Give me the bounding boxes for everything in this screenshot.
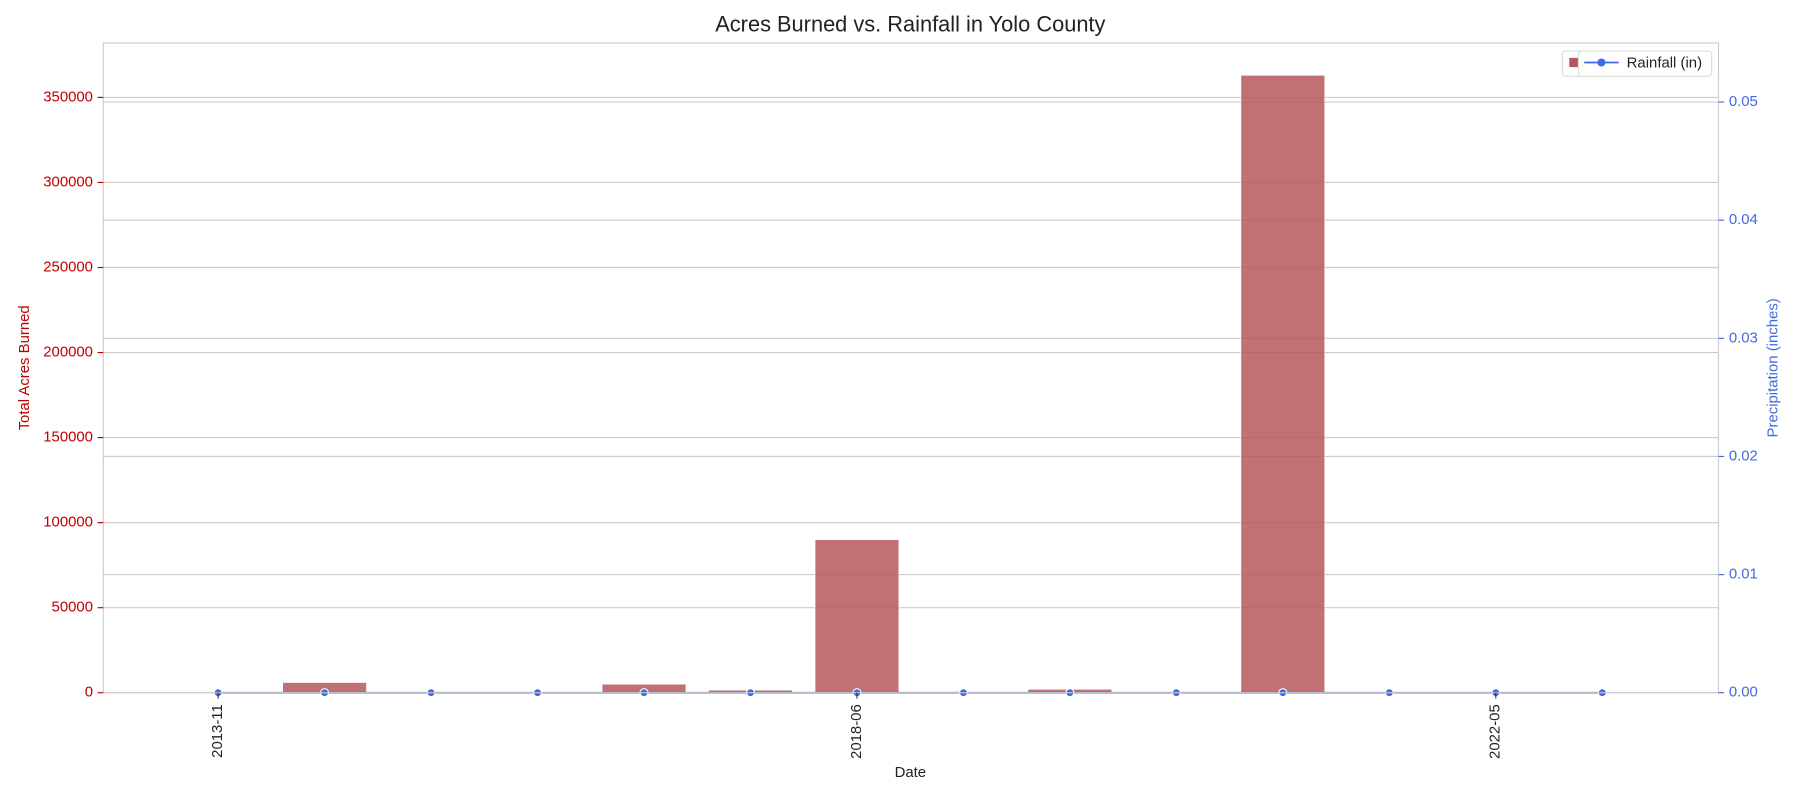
y2-tick-label: 0.04: [1729, 211, 1758, 228]
y-tick-label: 350000: [43, 88, 93, 105]
y-tick-label: 0: [85, 684, 93, 701]
y-tick-label: 150000: [43, 429, 93, 446]
x-tick-label: 2018-06: [848, 704, 865, 759]
y2-tick-label: 0.03: [1729, 329, 1758, 346]
y2-tick-label: 0.02: [1729, 447, 1758, 464]
y2-tick-label: 0.01: [1729, 566, 1758, 583]
plot-frame: [102, 42, 1720, 694]
y-axis-label: Total Acres Burned: [16, 305, 33, 430]
legend: Rainfall (in): [1561, 50, 1713, 77]
y-tick-label: 200000: [43, 343, 93, 360]
x-tick-label: 2013-11: [209, 704, 226, 758]
y2-tick-label: 0.00: [1729, 684, 1758, 701]
legend-label: Rainfall (in): [1627, 55, 1702, 72]
y-tick-label: 100000: [43, 514, 93, 531]
y-tick-label: 250000: [43, 258, 93, 275]
marks: [213, 75, 1607, 698]
legend-marker: [1597, 58, 1606, 67]
x-tick-label: 2022-05: [1487, 704, 1504, 759]
y2-axis-label: Precipitation (inches): [1765, 298, 1782, 437]
grid: [103, 96, 1719, 694]
legend-box: [1577, 50, 1713, 77]
chart-title: Acres Burned vs. Rainfall in Yolo County: [715, 12, 1105, 37]
y-tick-label: 300000: [43, 173, 93, 190]
legend-swatch: [1569, 57, 1579, 68]
bar: [1240, 75, 1326, 694]
y-tick-label: 50000: [52, 599, 93, 616]
y2-tick-label: 0.05: [1729, 93, 1758, 110]
bar: [814, 539, 900, 694]
x-axis-label: Date: [895, 764, 927, 781]
